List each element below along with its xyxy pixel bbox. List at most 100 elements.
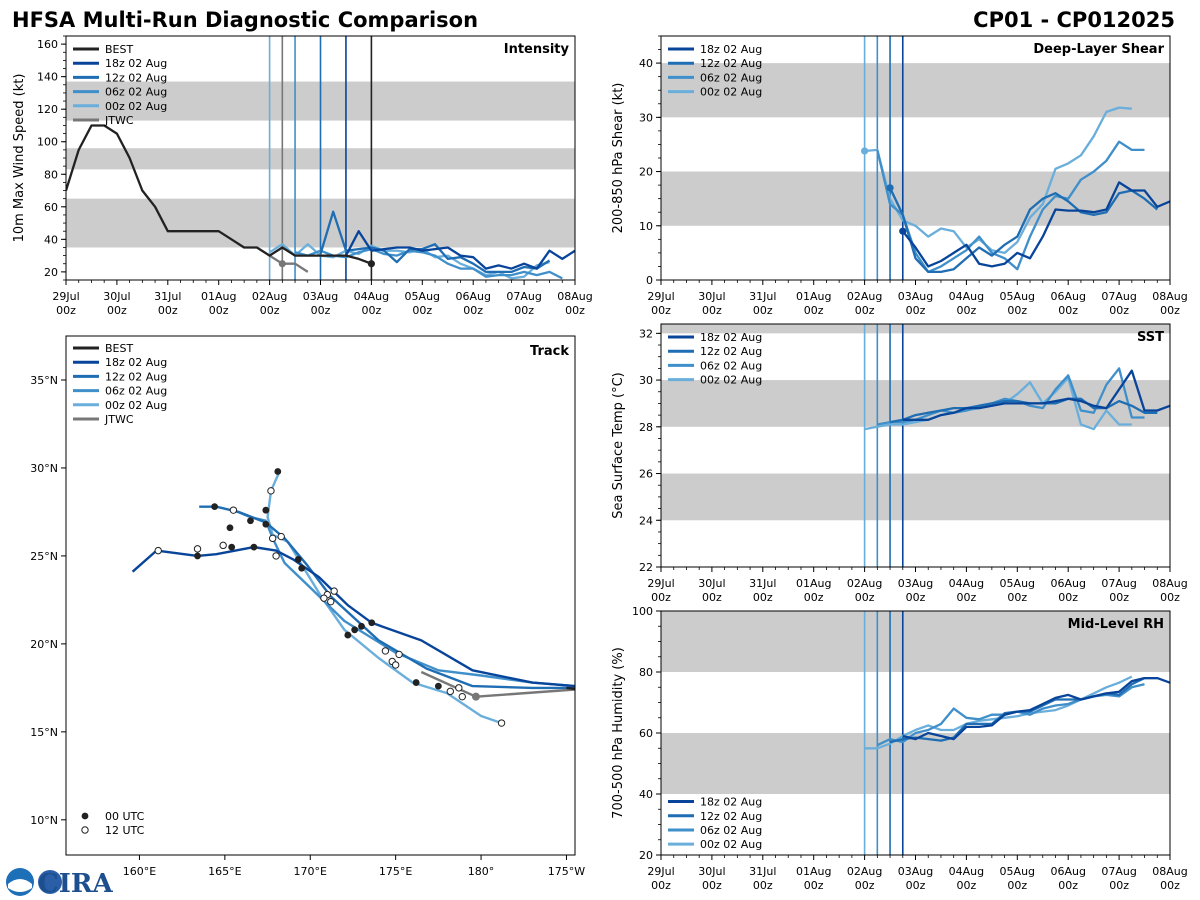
track-point-12utc: [154, 546, 162, 555]
xtick-sublabel: 00z: [753, 591, 773, 604]
track-ytick-label: 20°N: [30, 638, 58, 651]
track-point-12utc: [193, 545, 202, 553]
ytick-label: 30: [639, 374, 653, 387]
xtick-sublabel: 00z: [1160, 591, 1180, 604]
ytick-label: 20: [639, 166, 653, 179]
xtick-label: 07Aug: [1101, 290, 1136, 303]
xtick-label: 30Jul: [698, 577, 725, 590]
xtick-label: 04Aug: [949, 290, 984, 303]
xtick-label: 02Aug: [847, 865, 882, 878]
ytick-label: 60: [44, 201, 58, 214]
xtick-sublabel: 00z: [651, 304, 671, 317]
xtick-label: 29Jul: [647, 577, 674, 590]
xtick-sublabel: 00z: [804, 304, 824, 317]
ytick-label: 100: [37, 136, 58, 149]
track-point-12utc: [395, 650, 403, 659]
track-line-run18: [131, 545, 575, 688]
legend-label-best: BEST: [105, 342, 133, 355]
track-point-12utc: [455, 684, 463, 692]
legend-label-run06: 06z 02 Aug: [700, 824, 762, 837]
xtick-label: 08Aug: [557, 290, 592, 303]
xtick-label: 07Aug: [1101, 865, 1136, 878]
shear-panel: 01020304029Jul00z30Jul00z31Jul00z01Aug00…: [611, 35, 1188, 317]
plot-area: [861, 36, 1170, 280]
track-point-00utc: [351, 626, 359, 634]
legend-label-run06: 06z 02 Aug: [700, 359, 762, 372]
legend-label-run00: 00z 02 Aug: [700, 838, 762, 851]
track-point-12utc: [272, 552, 280, 560]
xtick-label: 04Aug: [949, 577, 984, 590]
y-axis-label: 200-850 hPa Shear (kt): [611, 83, 626, 234]
series-line-jtwc: [268, 254, 309, 273]
series-line-run12: [319, 210, 551, 274]
track-ytick-label: 25°N: [30, 550, 58, 563]
xtick-sublabel: 00z: [1160, 304, 1180, 317]
xtick-sublabel: 00z: [1109, 304, 1129, 317]
xtick-sublabel: 00z: [957, 304, 977, 317]
band-0: [661, 171, 1170, 226]
ytick-label: 32: [639, 327, 653, 340]
panel-title: Mid-Level RH: [1068, 617, 1164, 632]
xtick-sublabel: 00z: [1058, 304, 1078, 317]
legend-12utc-label: 12 UTC: [105, 824, 145, 837]
track-line-run06: [232, 509, 575, 688]
xtick-label: 01Aug: [796, 290, 831, 303]
xtick-label: 04Aug: [949, 865, 984, 878]
series-line-run18: [344, 230, 575, 270]
intensity-panel: 2040608010012014016029Jul00z30Jul00z31Ju…: [12, 35, 593, 317]
track-xtick-label: 180°: [468, 865, 495, 878]
track-point-00utc: [211, 503, 219, 511]
xtick-label: 02Aug: [847, 290, 882, 303]
legend-label-run00: 00z 02 Aug: [105, 399, 167, 412]
storm-id: CP01 - CP012025: [973, 8, 1175, 32]
ytick-label: 30: [639, 111, 653, 124]
ytick-label: 40: [639, 788, 653, 801]
plot-area: [863, 324, 1170, 567]
xtick-label: 06Aug: [1050, 577, 1085, 590]
track-point-12utc: [219, 541, 227, 550]
xtick-sublabel: 00z: [209, 304, 229, 317]
track-point-12utc: [330, 587, 338, 595]
legend-label-run18: 18z 02 Aug: [700, 43, 762, 56]
xtick-sublabel: 00z: [906, 591, 926, 604]
track-xtick-label: 170°E: [294, 865, 327, 878]
legend-label-run06: 06z 02 Aug: [105, 86, 167, 99]
xtick-sublabel: 00z: [1058, 879, 1078, 892]
track-point-00utc: [344, 631, 352, 639]
track-ytick-label: 10°N: [30, 814, 58, 827]
track-point-12utc: [229, 506, 238, 514]
ytick-label: 24: [639, 514, 653, 527]
xtick-label: 07Aug: [506, 290, 541, 303]
xtick-sublabel: 00z: [804, 591, 824, 604]
track-xtick-label: 160°E: [123, 865, 156, 878]
panel-title: Intensity: [504, 42, 570, 57]
xtick-sublabel: 00z: [651, 591, 671, 604]
track-point-12utc: [381, 647, 390, 655]
track-xtick-label: 175°E: [379, 865, 412, 878]
xtick-label: 01Aug: [796, 865, 831, 878]
track-point-12utc: [458, 692, 466, 701]
ytick-label: 40: [44, 233, 58, 246]
xtick-sublabel: 00z: [753, 879, 773, 892]
xtick-sublabel: 00z: [1109, 591, 1129, 604]
ytick-label: 60: [639, 727, 653, 740]
series-line-run18: [902, 369, 1170, 421]
xtick-sublabel: 00z: [107, 304, 127, 317]
xtick-sublabel: 00z: [1007, 304, 1027, 317]
xtick-sublabel: 00z: [514, 304, 534, 317]
xtick-sublabel: 00z: [804, 879, 824, 892]
xtick-sublabel: 00z: [702, 304, 722, 317]
band-1: [661, 611, 1170, 672]
xtick-sublabel: 00z: [1109, 879, 1129, 892]
track-point-12utc: [277, 532, 285, 541]
panel-title: SST: [1137, 330, 1164, 345]
legend-00utc-marker: [81, 812, 89, 820]
xtick-label: 08Aug: [1152, 577, 1187, 590]
legend-label-run00: 00z 02 Aug: [105, 100, 167, 113]
xtick-sublabel: 00z: [362, 304, 382, 317]
xtick-label: 06Aug: [1050, 290, 1085, 303]
rh-panel: 2040608010029Jul00z30Jul00z31Jul00z01Aug…: [611, 605, 1188, 892]
xtick-sublabel: 00z: [702, 879, 722, 892]
xtick-label: 29Jul: [647, 290, 674, 303]
